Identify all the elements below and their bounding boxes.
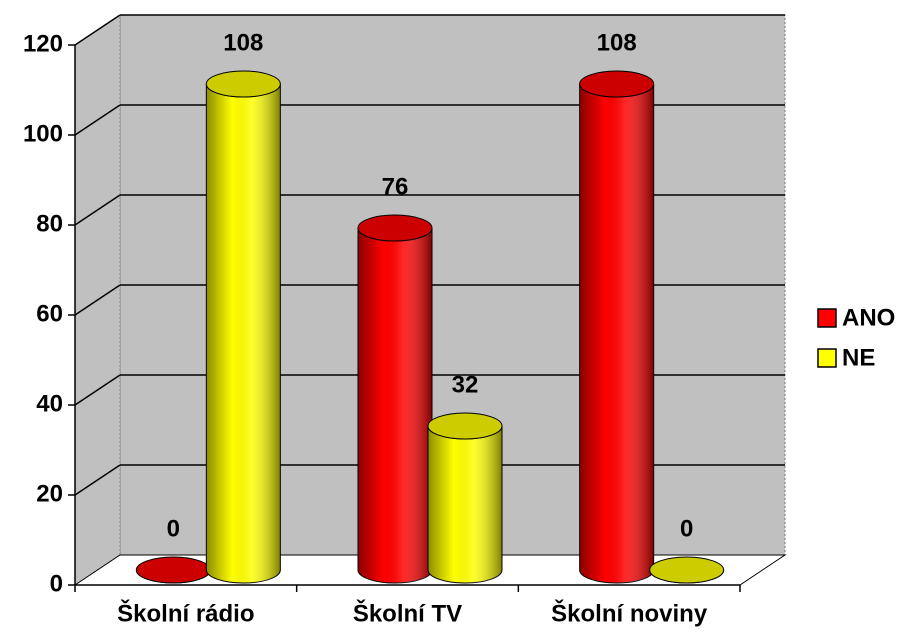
bar-top-shade (649, 557, 724, 583)
value-label: 108 (597, 29, 637, 56)
bar-shade (579, 84, 654, 584)
bar-top (427, 412, 503, 440)
y-tick-label: 100 (23, 120, 63, 147)
side-grid-line (74, 464, 121, 496)
y-tick-label: 120 (23, 30, 63, 57)
side-grid-line (74, 104, 121, 136)
side-grid-line (74, 284, 121, 316)
bar (579, 70, 655, 584)
bar (357, 214, 433, 584)
x-tick-label: Školní TV (353, 599, 462, 627)
value-label: 76 (382, 173, 409, 200)
bar-top-shade (206, 71, 281, 97)
bar-shade (206, 84, 281, 583)
bar (135, 556, 211, 584)
y-tick-label: 80 (36, 210, 63, 237)
side-grid-line (74, 14, 121, 46)
legend-swatch (817, 308, 837, 328)
bar-top-shade (358, 215, 432, 241)
bar-top (357, 214, 433, 242)
bar-top (649, 556, 725, 584)
x-tick-label: Školní rádio (117, 599, 254, 627)
bar-top-shade (579, 71, 654, 97)
bar-top (579, 70, 655, 98)
side-grid-line (74, 374, 121, 406)
bar-top (205, 70, 281, 98)
value-label: 108 (223, 29, 263, 56)
value-label: 32 (452, 371, 479, 398)
bar-top-shade (136, 557, 211, 583)
side-grid-line (74, 194, 121, 226)
bar (205, 70, 281, 584)
bar (649, 556, 725, 584)
bar-shade (358, 228, 432, 583)
value-label: 0 (167, 515, 180, 542)
y-tick-label: 60 (36, 300, 63, 327)
bar-shade (428, 426, 502, 583)
legend-label: NE (842, 344, 875, 371)
value-label: 0 (680, 515, 693, 542)
y-tick-label: 0 (50, 570, 63, 597)
y-tick-label: 40 (36, 390, 63, 417)
bar-top-shade (428, 413, 502, 439)
legend-label: ANO (842, 304, 895, 331)
x-tick-label: Školní noviny (551, 599, 708, 627)
y-tick-label: 20 (36, 480, 63, 507)
legend-swatch (817, 348, 837, 368)
bar (427, 412, 503, 584)
